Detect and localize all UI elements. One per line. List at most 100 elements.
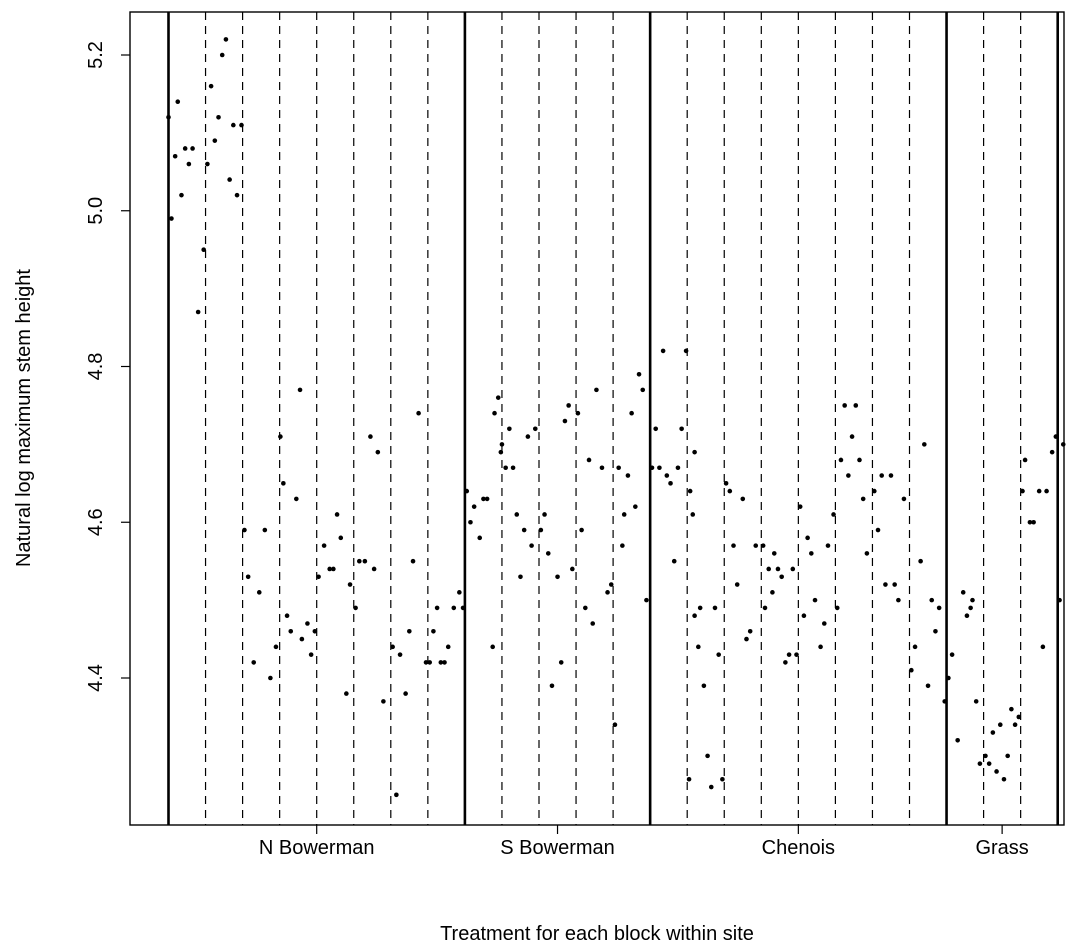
data-point [970, 597, 975, 603]
data-point [766, 566, 772, 572]
data-point [182, 146, 188, 151]
data-point [566, 403, 571, 408]
data-point [227, 177, 232, 182]
data-point [368, 434, 373, 439]
data-point [857, 457, 862, 463]
data-point [608, 582, 614, 587]
data-point [334, 512, 340, 517]
plot-frame [129, 11, 1065, 826]
data-point [169, 216, 174, 221]
data-point [740, 496, 746, 502]
data-point [586, 457, 592, 463]
data-point [744, 636, 749, 642]
data-point [994, 769, 999, 774]
data-point [297, 387, 303, 393]
data-point [1040, 644, 1046, 650]
data-point [457, 590, 462, 595]
data-point [1027, 519, 1033, 525]
data-point [883, 582, 888, 587]
data-point [1044, 488, 1049, 494]
data-point [499, 442, 505, 447]
data-point [834, 605, 840, 611]
data-point [371, 566, 377, 572]
data-point [338, 535, 344, 541]
data-point [316, 574, 321, 580]
data-point [562, 418, 568, 424]
data-point [753, 543, 759, 548]
data-point [997, 722, 1003, 728]
data-point [390, 644, 395, 650]
data-point [636, 371, 642, 377]
data-point [692, 449, 697, 455]
data-point [464, 488, 470, 494]
data-point [201, 247, 206, 252]
data-point [1001, 776, 1007, 782]
data-point [242, 527, 247, 533]
data-point [438, 660, 444, 665]
data-point [284, 613, 290, 618]
data-point [331, 566, 336, 572]
data-point [381, 699, 386, 704]
data-point [633, 504, 638, 509]
data-point [786, 652, 792, 657]
data-point [410, 558, 416, 564]
data-point [407, 628, 412, 634]
data-point [983, 753, 988, 759]
data-point [797, 504, 803, 509]
data-point [825, 543, 831, 548]
data-point [278, 434, 283, 439]
data-point [925, 683, 931, 689]
data-point [918, 558, 923, 564]
data-point [696, 644, 701, 650]
data-point [909, 667, 914, 673]
x-tick-label: S Bowerman [500, 837, 615, 859]
data-point [964, 613, 970, 618]
data-point [929, 597, 935, 603]
data-point [686, 776, 692, 782]
data-point [1057, 597, 1062, 603]
data-point [223, 37, 229, 42]
data-point [968, 605, 973, 611]
data-point [838, 457, 844, 463]
data-point [821, 621, 827, 626]
data-point [712, 605, 718, 611]
data-point [872, 488, 877, 494]
y-tick-label: 4.4 [85, 664, 107, 692]
data-point [190, 146, 195, 151]
data-points [166, 37, 1066, 798]
data-point [671, 558, 677, 564]
data-point [1020, 488, 1025, 494]
data-point [256, 590, 262, 595]
data-point [849, 434, 855, 439]
data-point [431, 628, 436, 634]
data-point [731, 543, 736, 548]
data-point [208, 83, 214, 89]
data-point [683, 348, 689, 354]
data-point [779, 574, 784, 580]
block-dividers [167, 12, 1059, 825]
data-point [809, 551, 814, 556]
data-point [946, 675, 951, 681]
data-point [831, 512, 836, 517]
data-point [549, 683, 555, 689]
data-point [723, 481, 729, 486]
data-point [172, 153, 178, 159]
data-point [599, 465, 605, 471]
data-point [668, 481, 673, 486]
data-point [705, 753, 710, 759]
data-point [612, 722, 618, 728]
data-point [687, 488, 693, 494]
data-point [860, 496, 866, 502]
data-point [281, 481, 286, 486]
data-point [558, 660, 564, 665]
data-point [353, 605, 358, 611]
data-point [812, 597, 818, 603]
data-point [1031, 519, 1036, 525]
data-point [216, 115, 221, 120]
data-point [594, 387, 599, 393]
x-axis-site-labels: N Bowerman S Bowerman Chenois Grass [259, 825, 1029, 859]
data-point [716, 652, 721, 657]
data-point [518, 574, 523, 580]
data-point [166, 115, 171, 120]
data-point [708, 784, 714, 790]
